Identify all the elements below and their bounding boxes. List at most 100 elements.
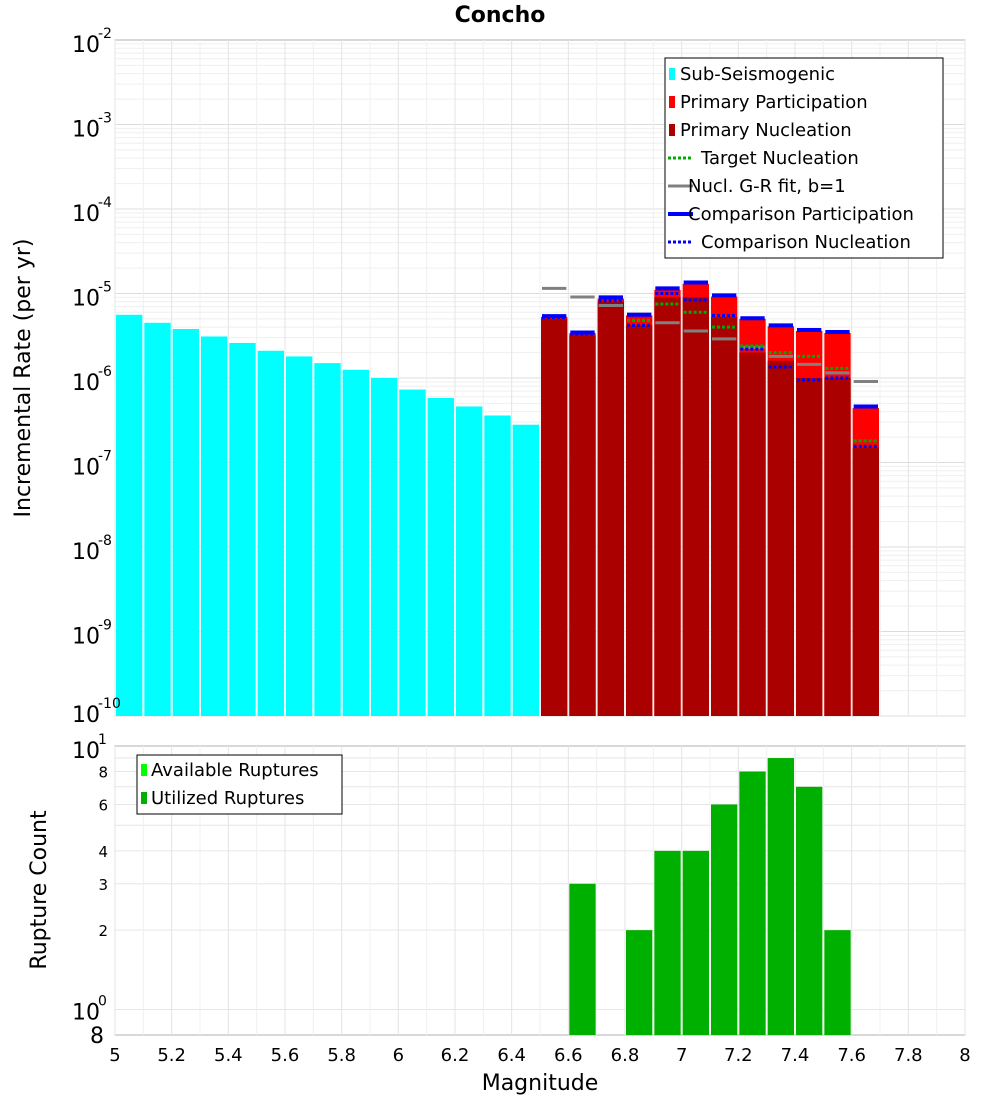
bar-primary-nucleation [626,325,653,716]
bar-sub-seismogenic [427,397,454,716]
top-y-tick-label: 10 [72,287,100,312]
bar-sub-seismogenic [286,356,313,716]
legend-label-utilized-ruptures: Utilized Ruptures [151,788,304,809]
bar-utilized-ruptures [682,850,709,1035]
x-tick-label: 6 [393,1045,404,1066]
bar-sub-seismogenic [116,314,143,716]
bottom-y-tick-exponent: 0 [98,993,107,1009]
top-y-tick-exponent: -7 [98,449,112,465]
top-y-tick-label: 10 [72,33,100,58]
x-tick-label: 7.6 [837,1045,866,1066]
x-ticks: 5 5.2 5.4 5.6 5.8 6 6.2 6.4 6.6 6.8 7 7.2 7.4 7.6 7.8 8 [109,1045,970,1066]
bottom-y-tick-label: 3 [98,876,108,894]
top-y-tick-label: 10 [72,703,100,728]
top-y-tick-exponent: -6 [98,364,112,380]
legend-swatch-available-ruptures [141,764,147,776]
bar-utilized-ruptures [739,771,766,1035]
legend-label-primary-participation: Primary Participation [680,92,868,113]
bar-primary-nucleation [682,297,709,716]
bar-primary-nucleation [654,297,681,716]
bar-sub-seismogenic [399,389,426,716]
bottom-y-tick-label: 2 [98,922,108,940]
legend-label-available-ruptures: Available Ruptures [151,760,319,781]
x-tick-label: 7.8 [894,1045,923,1066]
bar-sub-seismogenic [342,369,369,716]
x-tick-label: 7.4 [781,1045,810,1066]
bar-utilized-ruptures [569,883,596,1035]
bar-primary-nucleation [852,447,879,716]
bar-sub-seismogenic [257,350,284,716]
top-y-tick-label: 10 [72,118,100,143]
top-y-tick-label: 10 [72,456,100,481]
x-tick-label: 5 [109,1045,120,1066]
legend-label-primary-nucleation: Primary Nucleation [680,120,852,141]
bar-sub-seismogenic [512,424,539,716]
top-legend-box [664,57,944,259]
bottom-legend: Available Ruptures Utilized Ruptures [136,754,343,815]
bar-sub-seismogenic [484,415,511,716]
legend-label-sub-seismogenic: Sub-Seismogenic [680,64,835,85]
bottom-y-tick-label: 8 [98,764,108,782]
bottom-y-axis-label: Rupture Count [27,810,52,970]
bar-primary-nucleation [767,360,794,716]
top-y-tick-exponent: -9 [98,618,112,634]
legend-label-comparison-participation: Comparison Participation [688,204,914,225]
bar-primary-nucleation [569,335,596,716]
bar-utilized-ruptures [796,786,823,1035]
chart-title: Concho [455,3,546,28]
bottom-y-tick-label: 6 [98,796,108,814]
bar-primary-nucleation [739,352,766,716]
legend-swatch-primary-participation [669,96,675,108]
top-y-tick-label: 10 [72,371,100,396]
top-y-axis-label: Incremental Rate (per yr) [11,239,36,518]
x-tick-label: 5.6 [271,1045,300,1066]
bar-utilized-ruptures [626,930,653,1035]
bar-primary-nucleation [597,301,624,716]
bottom-y-tick-label-big: 8 [90,1024,104,1049]
legend-label-comparison-nucleation: Comparison Nucleation [701,232,911,253]
top-legend: Sub-Seismogenic Primary Participation Prim… [664,57,944,259]
bottom-y-tick-label: 4 [98,843,108,861]
x-tick-label: 5.8 [327,1045,356,1066]
top-y-tick-label: 10 [72,202,100,227]
bar-sub-seismogenic [229,342,256,716]
bottom-y-tick-exponent: 1 [98,732,107,748]
x-tick-label: 6.6 [554,1045,583,1066]
top-y-tick-exponent: -5 [98,280,112,296]
top-bars [116,283,879,716]
top-y-tick-label: 10 [72,625,100,650]
top-y-tick-exponent: -4 [98,195,112,211]
top-y-tick-exponent: -3 [98,111,112,127]
x-tick-label: 7 [676,1045,687,1066]
legend-label-target-nucleation: Target Nucleation [700,148,859,169]
x-tick-label: 8 [959,1045,970,1066]
bar-utilized-ruptures [767,758,794,1035]
x-tick-label: 6.2 [441,1045,470,1066]
bar-primary-nucleation [711,316,738,716]
bar-utilized-ruptures [824,930,851,1035]
legend-swatch-sub-seismogenic [669,68,675,80]
bottom-bars [569,758,851,1035]
bar-sub-seismogenic [201,336,228,716]
bar-sub-seismogenic [314,363,341,716]
x-tick-label: 5.4 [214,1045,243,1066]
bar-primary-nucleation [796,378,823,716]
bar-sub-seismogenic [456,406,483,716]
legend-label-nucl-g-r-fit-b-1: Nucl. G-R fit, b=1 [688,176,846,197]
x-axis-label: Magnitude [482,1071,599,1096]
x-tick-label: 7.2 [724,1045,753,1066]
bar-primary-nucleation [541,318,568,716]
top-y-tick-exponent: -10 [98,696,121,712]
bottom-y-tick-label-big: 10 [72,739,100,764]
top-y-tick-exponent: -2 [98,26,112,42]
top-lines [542,280,878,448]
x-tick-label: 6.8 [611,1045,640,1066]
bar-utilized-ruptures [711,804,738,1035]
legend-swatch-utilized-ruptures [141,792,147,804]
bar-sub-seismogenic [172,329,199,716]
